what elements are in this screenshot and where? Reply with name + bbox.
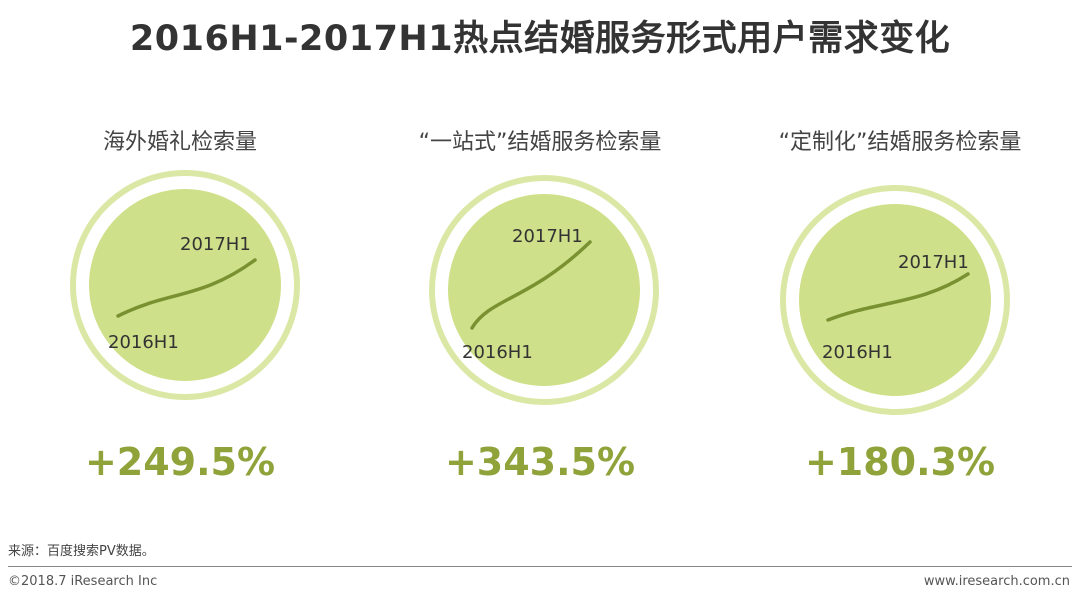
start-label: 2016H1 bbox=[822, 342, 893, 363]
start-label: 2016H1 bbox=[108, 332, 179, 353]
panel-one-stop-service: “一站式”结婚服务检索量 2017H1 2016H1 +343.5% bbox=[360, 0, 720, 540]
panel-customized-service: “定制化”结婚服务检索量 2017H1 2016H1 +180.3% bbox=[720, 0, 1080, 540]
panel-label: 海外婚礼检索量 bbox=[102, 130, 257, 155]
growth-value: +180.3% bbox=[804, 440, 996, 484]
trend-curve bbox=[116, 258, 257, 318]
inner-circle bbox=[799, 204, 991, 396]
end-label: 2017H1 bbox=[512, 226, 583, 247]
inner-circle bbox=[448, 194, 640, 386]
end-label: 2017H1 bbox=[180, 234, 251, 255]
growth-circle-chart: 2017H1 2016H1 bbox=[780, 185, 1010, 415]
growth-value: +249.5% bbox=[84, 440, 276, 484]
website-link[interactable]: www.iresearch.com.cn bbox=[923, 574, 1070, 589]
growth-circle-chart: 2017H1 2016H1 bbox=[429, 175, 659, 405]
page-title: 2016H1-2017H1热点结婚服务形式用户需求变化 bbox=[129, 19, 951, 59]
footer-divider bbox=[8, 566, 1072, 567]
copyright: ©2018.7 iResearch Inc bbox=[8, 574, 158, 589]
growth-circle-chart: 2017H1 2016H1 bbox=[70, 170, 300, 400]
panel-label: “一站式”结婚服务检索量 bbox=[418, 130, 662, 155]
panel-label: “定制化”结婚服务检索量 bbox=[778, 130, 1022, 155]
start-label: 2016H1 bbox=[462, 342, 533, 363]
trend-curve bbox=[470, 240, 592, 330]
inner-circle bbox=[89, 189, 281, 381]
source-note: 来源：百度搜索PV数据。 bbox=[8, 544, 155, 559]
growth-value: +343.5% bbox=[444, 440, 636, 484]
panel-overseas-wedding: 海外婚礼检索量 2017H1 2016H1 +249.5% bbox=[0, 0, 360, 540]
trend-curve bbox=[826, 272, 970, 322]
end-label: 2017H1 bbox=[898, 252, 969, 273]
